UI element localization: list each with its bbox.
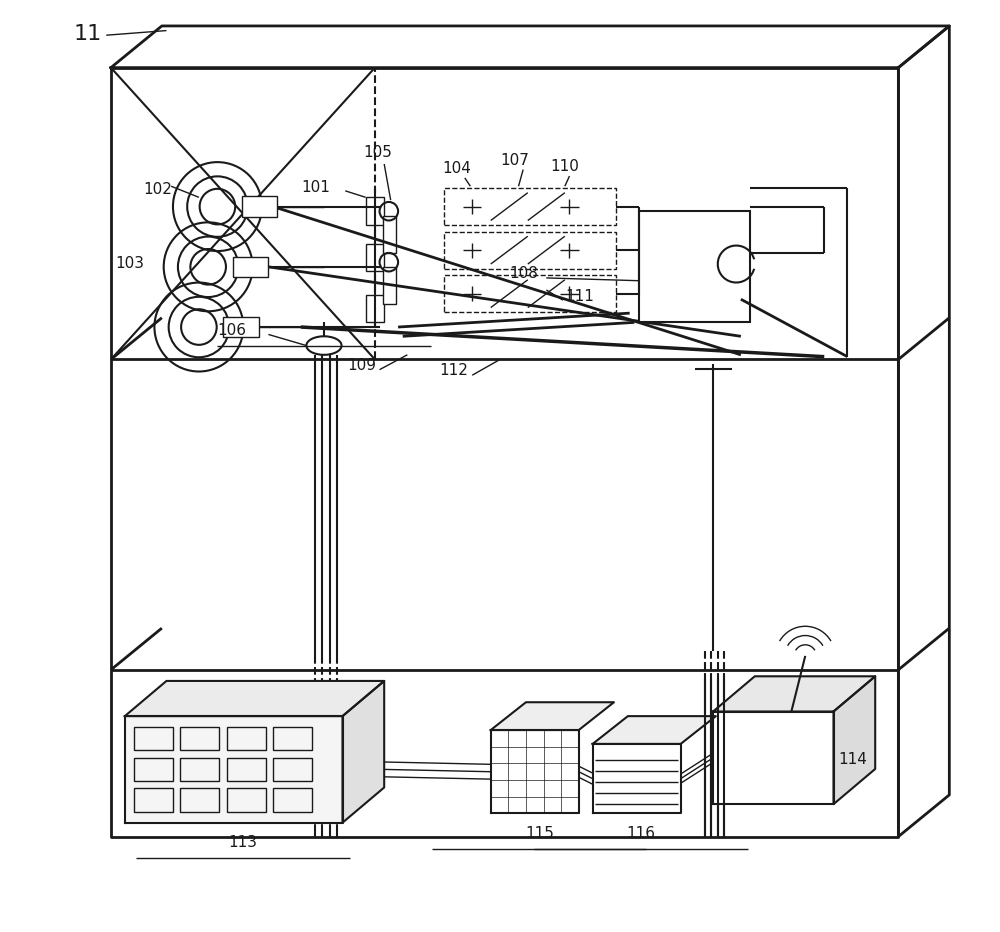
Bar: [180, 727, 219, 750]
Text: 115: 115: [525, 826, 554, 842]
Text: 109: 109: [347, 359, 376, 374]
Bar: [444, 232, 616, 268]
Text: 11: 11: [74, 24, 102, 45]
Polygon shape: [593, 716, 716, 744]
Bar: [366, 295, 384, 322]
Text: 116: 116: [627, 826, 656, 842]
Text: 108: 108: [509, 266, 538, 281]
Polygon shape: [491, 730, 579, 814]
Text: 112: 112: [440, 363, 469, 378]
Text: 107: 107: [500, 153, 529, 168]
Bar: [134, 788, 173, 812]
Text: 104: 104: [443, 161, 471, 176]
Bar: [180, 758, 219, 781]
Bar: [180, 788, 219, 812]
Text: 103: 103: [116, 256, 145, 271]
Polygon shape: [898, 26, 949, 837]
Bar: [383, 216, 396, 253]
Polygon shape: [834, 677, 875, 804]
Text: 101: 101: [301, 180, 330, 195]
Polygon shape: [125, 681, 384, 716]
Text: 105: 105: [363, 145, 392, 160]
Text: 106: 106: [217, 323, 246, 338]
Bar: [227, 758, 266, 781]
Polygon shape: [343, 681, 384, 823]
Text: 113: 113: [228, 835, 257, 851]
Polygon shape: [125, 716, 343, 823]
Bar: [233, 256, 268, 277]
Polygon shape: [111, 26, 949, 68]
Polygon shape: [713, 677, 875, 711]
Bar: [383, 267, 396, 304]
Text: 102: 102: [143, 183, 172, 198]
Bar: [273, 727, 312, 750]
Text: 114: 114: [838, 752, 867, 767]
Bar: [366, 198, 384, 226]
Bar: [273, 788, 312, 812]
Polygon shape: [713, 711, 834, 804]
Text: 110: 110: [550, 159, 579, 174]
Bar: [444, 275, 616, 312]
Bar: [366, 243, 384, 271]
Text: 111: 111: [565, 289, 594, 304]
Bar: [227, 788, 266, 812]
Polygon shape: [491, 702, 614, 730]
Polygon shape: [111, 68, 898, 837]
Bar: [639, 212, 750, 322]
Bar: [134, 727, 173, 750]
Bar: [444, 188, 616, 226]
Bar: [134, 758, 173, 781]
Polygon shape: [593, 744, 681, 814]
Bar: [223, 317, 259, 337]
Bar: [227, 727, 266, 750]
Bar: [242, 197, 277, 217]
Bar: [273, 758, 312, 781]
